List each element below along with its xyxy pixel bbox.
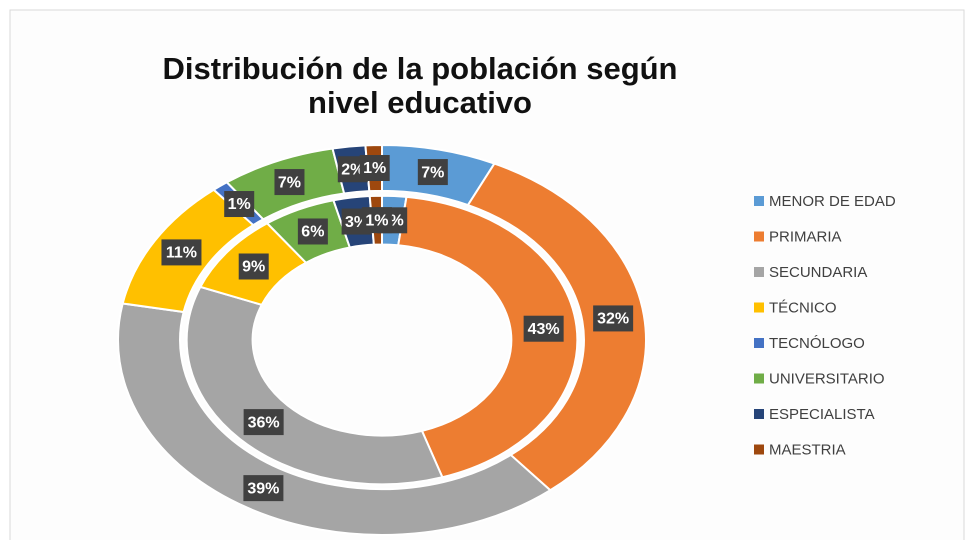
legend-swatch bbox=[754, 444, 764, 455]
legend-label: MAESTRIA bbox=[769, 441, 846, 458]
data-label: 7% bbox=[421, 164, 444, 181]
data-label: 7% bbox=[278, 174, 301, 191]
donut-slice bbox=[397, 195, 579, 479]
data-label-box bbox=[297, 218, 328, 245]
legend-label: SECUNDARIA bbox=[769, 264, 867, 281]
data-label: 6% bbox=[301, 224, 324, 241]
legend-label: MENOR DE EDAD bbox=[769, 193, 896, 210]
legend-swatch bbox=[754, 409, 764, 419]
data-label-box bbox=[224, 191, 255, 218]
legend-label: UNIVERSITARIO bbox=[769, 370, 885, 387]
data-label-box bbox=[243, 475, 284, 502]
legend-swatch bbox=[754, 373, 764, 384]
data-label-box bbox=[523, 315, 564, 342]
data-label: 11% bbox=[166, 245, 197, 262]
legend-swatch bbox=[754, 196, 764, 206]
data-label-box bbox=[243, 409, 284, 436]
legend-swatch bbox=[754, 338, 764, 348]
data-label: 9% bbox=[242, 259, 265, 276]
legend-label: TÉCNICO bbox=[769, 299, 837, 316]
donut-slice bbox=[117, 302, 552, 536]
chart-title: Distribución de la población según nivel… bbox=[162, 51, 678, 120]
legend-swatch bbox=[754, 267, 764, 277]
data-label-box bbox=[274, 169, 305, 196]
legend-swatch bbox=[754, 231, 764, 242]
data-label: 1% bbox=[228, 196, 251, 213]
data-label: 39% bbox=[247, 480, 279, 497]
legend-label: ESPECIALISTA bbox=[769, 406, 875, 423]
legend-label: PRIMARIA bbox=[769, 228, 842, 245]
data-label-box bbox=[161, 239, 202, 266]
legend-swatch bbox=[754, 302, 764, 313]
data-label-box bbox=[417, 159, 448, 186]
data-label-box bbox=[359, 154, 390, 181]
data-label: 32% bbox=[597, 311, 629, 328]
data-label-box bbox=[593, 305, 634, 332]
data-label: 36% bbox=[248, 414, 280, 431]
data-label: 2% bbox=[341, 161, 364, 178]
legend-label: TECNÓLOGO bbox=[769, 335, 865, 352]
data-label: 1% bbox=[363, 160, 386, 177]
data-label-box bbox=[238, 253, 269, 280]
data-label: 1% bbox=[365, 212, 388, 229]
donut-slice bbox=[466, 162, 647, 492]
data-label-box bbox=[361, 207, 392, 234]
data-label: 43% bbox=[528, 321, 560, 338]
